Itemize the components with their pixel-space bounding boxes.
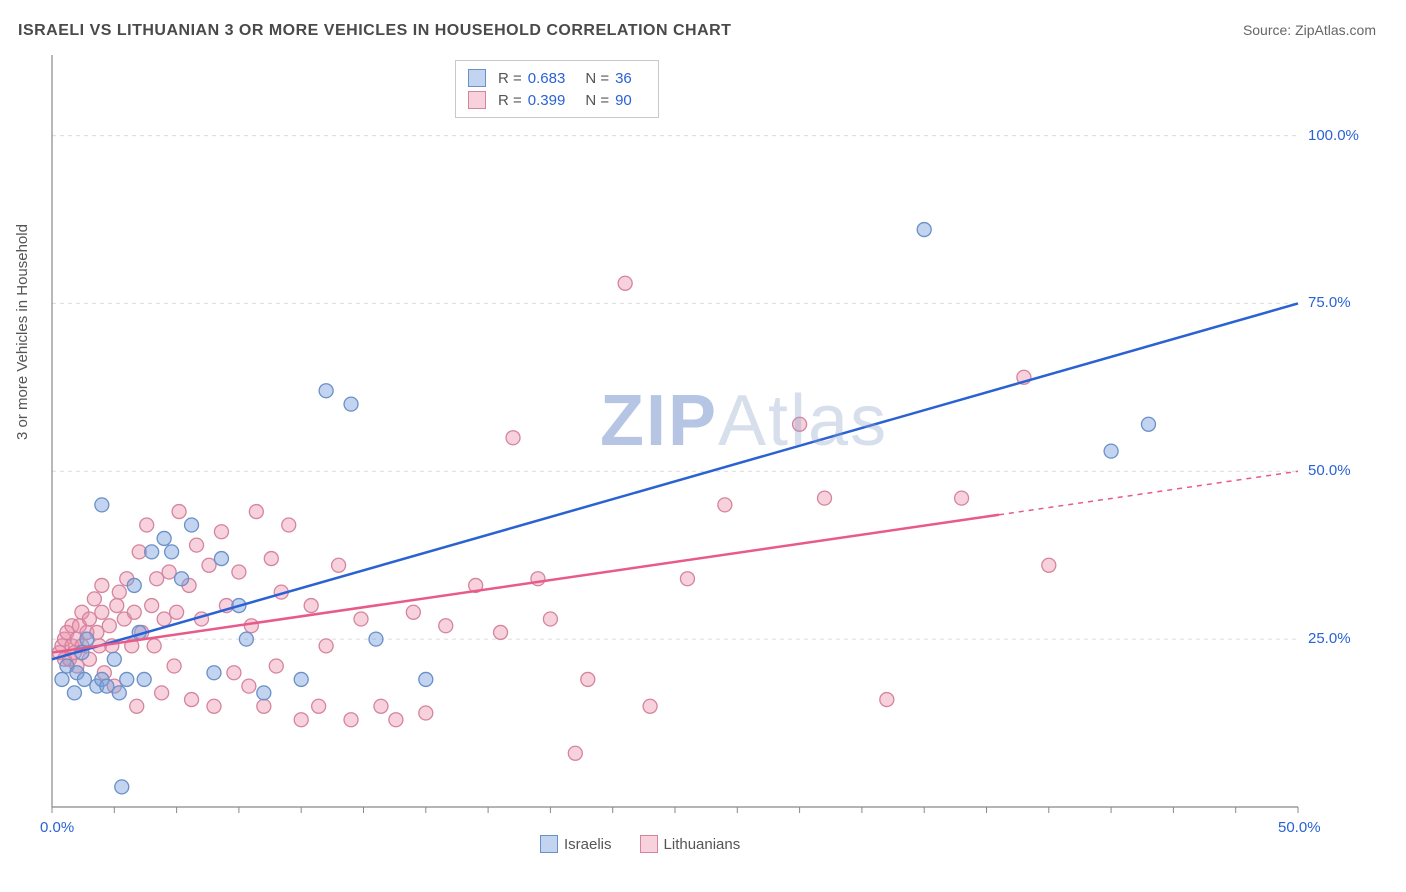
- swatch-lithuanians: [640, 835, 658, 853]
- y-tick-label-50: 50.0%: [1308, 462, 1351, 479]
- n-value-lithuanians: 90: [615, 92, 632, 109]
- x-tick-label-max: 50.0%: [1278, 819, 1321, 836]
- chart-title: ISRAELI VS LITHUANIAN 3 OR MORE VEHICLES…: [18, 22, 731, 40]
- y-tick-label-25: 25.0%: [1308, 630, 1351, 647]
- swatch-lithuanians: [468, 91, 486, 109]
- chart-container: ISRAELI VS LITHUANIAN 3 OR MORE VEHICLES…: [0, 0, 1406, 892]
- n-label: N =: [585, 70, 609, 87]
- legend-item-israelis: Israelis: [540, 835, 612, 853]
- series-legend: Israelis Lithuanians: [540, 835, 740, 853]
- source-name: ZipAtlas.com: [1295, 22, 1376, 38]
- legend-label-israelis: Israelis: [564, 836, 612, 853]
- r-value-israelis: 0.683: [528, 70, 566, 87]
- source-label: Source:: [1243, 22, 1295, 38]
- y-tick-label-100: 100.0%: [1308, 127, 1359, 144]
- n-value-israelis: 36: [615, 70, 632, 87]
- y-tick-label-75: 75.0%: [1308, 294, 1351, 311]
- source-attribution: Source: ZipAtlas.com: [1243, 22, 1376, 38]
- correlation-legend: R = 0.683 N = 36 R = 0.399 N = 90: [455, 60, 659, 118]
- r-value-lithuanians: 0.399: [528, 92, 566, 109]
- legend-row-israelis: R = 0.683 N = 36: [468, 67, 646, 89]
- r-label: R =: [498, 70, 522, 87]
- legend-item-lithuanians: Lithuanians: [640, 835, 741, 853]
- legend-label-lithuanians: Lithuanians: [664, 836, 741, 853]
- legend-row-lithuanians: R = 0.399 N = 90: [468, 89, 646, 111]
- swatch-israelis: [468, 69, 486, 87]
- x-tick-label-min: 0.0%: [40, 819, 74, 836]
- n-label: N =: [585, 92, 609, 109]
- swatch-israelis: [540, 835, 558, 853]
- y-axis-label: 3 or more Vehicles in Household: [14, 224, 31, 440]
- r-label: R =: [498, 92, 522, 109]
- scatter-plot: [48, 55, 1378, 825]
